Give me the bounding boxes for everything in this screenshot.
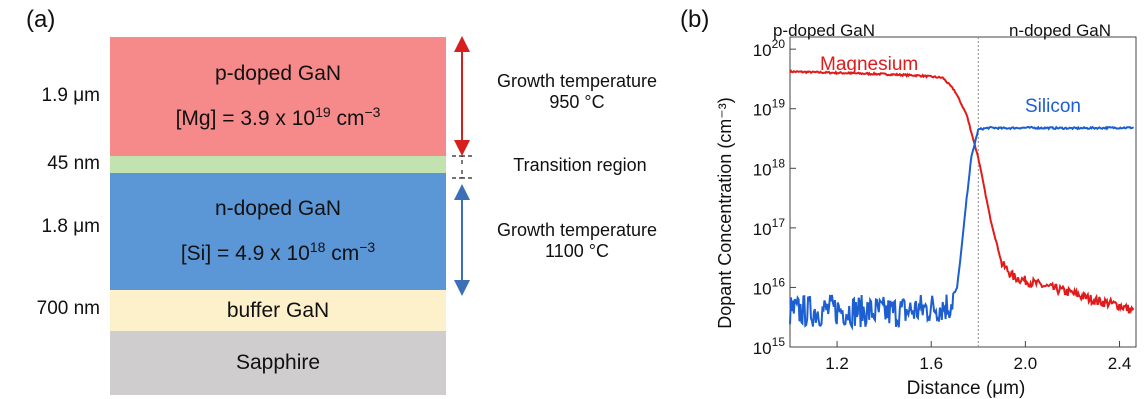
x-tick-label: 2.0 — [1014, 354, 1038, 373]
x-tick-label: 1.6 — [919, 354, 943, 373]
magnesium-legend: Magnesium — [820, 54, 918, 75]
panel-a-arrows — [452, 36, 472, 296]
panel-a-label: (a) — [26, 6, 56, 33]
transition-layer — [110, 156, 446, 173]
buffer-thickness: 700 nm — [36, 298, 100, 319]
y-tick-label: 1018 — [753, 156, 786, 179]
n-thickness: 1.8 μm — [41, 216, 100, 237]
n-layer-formula: [Si] = 4.9 x 1018 cm−3 — [180, 239, 376, 265]
p-layer-formula: [Mg] = 3.9 x 1019 cm−3 — [175, 104, 381, 130]
silicon-legend: Silicon — [1025, 96, 1081, 117]
n-doped-layer: n-doped GaN [Si] = 4.9 x 1018 cm−3 — [110, 173, 446, 290]
x-tick-label: 2.4 — [1108, 354, 1132, 373]
region-right-label: n-doped GaN — [1009, 21, 1111, 40]
n-layer-title: n-doped GaN — [214, 197, 342, 220]
y-tick-label: 1015 — [753, 335, 786, 358]
series-line-silicon — [789, 125, 1134, 331]
y-tick-label: 1020 — [753, 37, 786, 60]
y-tick-label: 1016 — [753, 275, 786, 298]
sapphire-layer-title: Sapphire — [235, 351, 321, 374]
dopant-chart: 1.2 1.6 2.0 2.4 1015 1016 1017 1018 1019 1020 p-d… — [715, 21, 1137, 399]
series-line-magnesium — [789, 69, 1135, 315]
p-thickness: 1.9 μm — [41, 85, 100, 106]
x-tick-label: 1.2 — [825, 354, 849, 373]
x-axis-label: Distance (μm) — [907, 378, 1026, 399]
p-doped-layer: p-doped GaN [Mg] = 3.9 x 1019 cm−3 — [110, 37, 446, 156]
transition-thickness: 45 nm — [47, 153, 100, 174]
transition-bracket-icon — [452, 155, 472, 179]
y-tick-label: 1017 — [753, 216, 786, 239]
transition-label: Transition region — [513, 155, 647, 175]
p-layer-title: p-doped GaN — [214, 62, 342, 85]
panel-b-label: (b) — [680, 6, 710, 33]
region-left-label: p-doped GaN — [773, 21, 875, 40]
sapphire-layer: Sapphire — [110, 331, 446, 395]
y-tick-label: 1019 — [753, 97, 786, 120]
p-growth-label: Growth temperature 950 °C — [496, 71, 658, 112]
y-axis-label: Dopant Concentration (cm⁻³) — [715, 97, 735, 329]
buffer-layer-title: buffer GaN — [226, 298, 330, 322]
buffer-layer: buffer GaN — [110, 290, 446, 331]
plot-frame — [789, 36, 1137, 348]
n-growth-label: Growth temperature 1100 °C — [496, 220, 658, 261]
